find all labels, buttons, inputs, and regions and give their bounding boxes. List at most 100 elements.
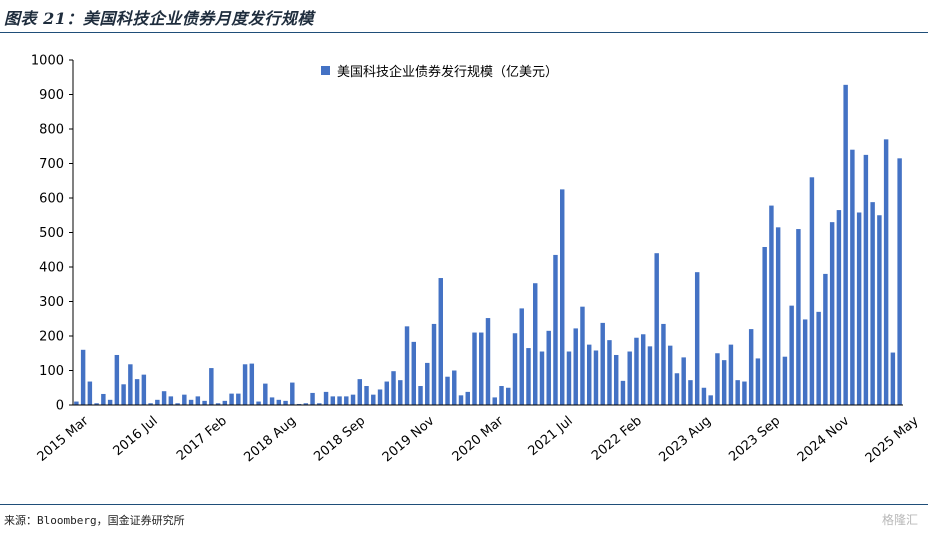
bar <box>512 333 518 405</box>
bar <box>438 278 443 405</box>
bar <box>715 353 720 405</box>
bar <box>222 400 228 405</box>
y-tick-label: 1000 <box>31 54 64 69</box>
y-axis-ticks: 0 100 200 300 400 500 600 700 800 900 1000 <box>31 54 73 414</box>
bar <box>863 154 869 406</box>
bar <box>242 364 248 405</box>
bar <box>128 364 133 405</box>
bar <box>553 254 558 405</box>
bar <box>290 382 295 405</box>
bar <box>215 403 221 405</box>
bar <box>101 393 106 405</box>
bar <box>627 351 632 405</box>
top-rule <box>0 32 928 33</box>
bar <box>323 391 329 405</box>
bar <box>492 397 497 405</box>
y-tick-label: 500 <box>39 226 64 241</box>
x-tick-label: 2021 Jul <box>526 414 576 459</box>
bar <box>107 399 113 405</box>
bar <box>694 272 700 405</box>
bar <box>182 394 187 405</box>
bar <box>890 352 896 405</box>
bar <box>391 371 396 405</box>
bar <box>499 386 504 405</box>
bar <box>175 403 180 405</box>
bar <box>654 253 659 405</box>
x-tick-label: 2017 Feb <box>174 414 230 464</box>
x-tick-label: 2024 Nov <box>795 413 853 465</box>
bar <box>506 387 511 405</box>
bar <box>398 380 403 405</box>
bar <box>384 381 389 405</box>
bar <box>418 386 423 405</box>
bar <box>114 354 120 405</box>
bar <box>445 376 450 405</box>
bar <box>229 393 234 405</box>
x-tick-label: 2015 Mar <box>35 413 92 465</box>
legend-swatch <box>321 66 330 75</box>
bar <box>667 345 673 405</box>
bar <box>877 215 882 405</box>
bar <box>613 354 619 405</box>
bar <box>586 344 592 406</box>
bar <box>829 222 835 405</box>
x-tick-label: 2020 Mar <box>450 413 507 465</box>
bar <box>148 403 153 405</box>
y-tick-label: 400 <box>39 261 64 276</box>
bar <box>168 396 174 406</box>
bar <box>209 368 214 405</box>
bar <box>775 227 781 405</box>
x-axis-ticks: 2015 Mar 2016 Jul 2017 Feb 2018 Aug 2018 Sep… <box>35 413 922 466</box>
bar <box>546 330 551 405</box>
x-tick-label: 2018 Sep <box>311 414 368 465</box>
bar <box>533 283 538 405</box>
bar <box>377 389 383 405</box>
bar <box>87 381 93 405</box>
bar <box>634 337 639 405</box>
y-tick-label: 100 <box>39 364 64 379</box>
bar <box>452 370 457 405</box>
bar <box>762 246 767 405</box>
bar <box>728 344 734 406</box>
bar <box>269 397 275 405</box>
bar <box>566 351 572 405</box>
bar <box>94 403 99 405</box>
bar <box>580 306 585 405</box>
bar <box>661 323 666 405</box>
bar <box>701 387 707 405</box>
bar <box>708 395 713 405</box>
y-tick-label: 200 <box>39 330 64 345</box>
bar <box>155 399 160 405</box>
bar-series <box>74 84 902 406</box>
x-tick-label: 2025 May <box>863 413 922 466</box>
bar <box>539 351 545 405</box>
bar <box>681 357 686 405</box>
bar <box>560 189 565 406</box>
bar <box>310 392 315 405</box>
bar <box>74 401 79 405</box>
bar <box>404 326 410 405</box>
bar <box>789 305 794 405</box>
y-tick-label: 300 <box>39 295 64 310</box>
bar <box>276 399 282 405</box>
y-tick-label: 800 <box>39 123 64 138</box>
figure-title: 图表 21：美国科技企业债券月度发行规模 <box>4 9 314 28</box>
bar <box>593 350 599 405</box>
bar <box>296 403 302 405</box>
bar <box>816 311 821 405</box>
x-tick-label: 2023 Aug <box>656 414 714 466</box>
bar-chart: 0 100 200 300 400 500 600 700 800 900 1000 2015 Ma… <box>31 54 922 467</box>
bar <box>195 396 201 406</box>
x-tick-label: 2023 Sep <box>726 414 783 465</box>
bar <box>735 380 740 405</box>
bar <box>121 384 126 405</box>
bar <box>371 394 376 405</box>
y-tick-label: 0 <box>56 399 64 414</box>
x-tick-label: 2019 Nov <box>380 413 438 465</box>
bar <box>721 360 727 405</box>
bar <box>458 395 464 405</box>
bar <box>607 340 612 405</box>
bar <box>472 332 477 405</box>
y-tick-label: 700 <box>39 157 64 172</box>
bar <box>188 399 194 405</box>
